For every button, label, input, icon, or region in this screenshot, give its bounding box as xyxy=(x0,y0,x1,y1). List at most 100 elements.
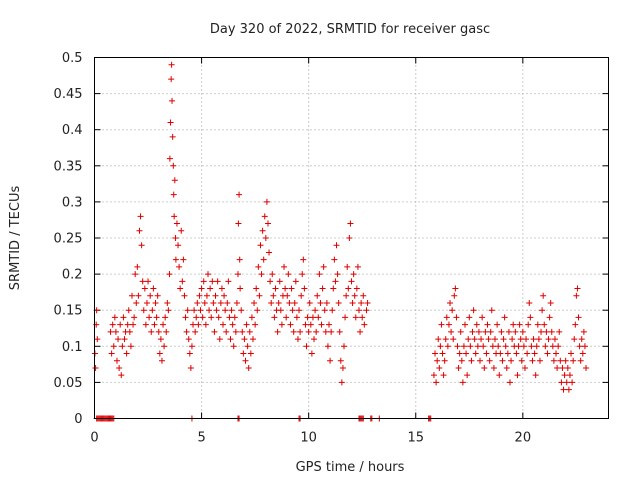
data-point xyxy=(575,314,582,321)
data-point xyxy=(500,336,507,343)
data-point xyxy=(327,357,334,364)
data-point xyxy=(491,336,498,343)
data-point xyxy=(262,235,269,241)
data-point xyxy=(278,321,285,328)
data-point xyxy=(197,307,204,314)
data-point xyxy=(583,364,590,371)
data-point xyxy=(315,314,322,321)
data-point xyxy=(140,307,147,314)
data-point xyxy=(137,213,144,220)
data-point xyxy=(187,364,194,371)
data-point xyxy=(531,350,538,357)
x-tick-labels: 0 5 10 15 20 xyxy=(90,431,531,446)
data-point xyxy=(338,379,345,386)
data-point xyxy=(169,133,176,140)
data-point xyxy=(203,292,210,299)
data-point xyxy=(473,321,480,328)
data-point xyxy=(264,220,271,227)
data-point xyxy=(341,343,348,350)
data-point xyxy=(453,314,460,321)
data-point xyxy=(296,307,303,314)
data-point xyxy=(257,242,264,249)
data-point xyxy=(246,328,253,335)
data-point xyxy=(168,61,175,68)
data-point xyxy=(291,299,298,306)
data-point xyxy=(154,292,161,299)
data-point xyxy=(457,328,464,335)
data-point xyxy=(175,242,182,249)
data-point xyxy=(478,336,485,343)
data-point xyxy=(210,299,217,306)
data-point xyxy=(117,321,124,328)
data-point xyxy=(455,364,462,371)
data-point xyxy=(355,307,362,314)
data-point xyxy=(578,336,585,343)
data-point xyxy=(444,343,451,350)
data-point xyxy=(517,336,524,343)
data-point xyxy=(549,343,556,350)
data-point xyxy=(565,386,572,393)
data-point xyxy=(123,350,130,357)
data-point xyxy=(481,364,488,371)
data-point xyxy=(468,357,475,364)
data-point xyxy=(467,343,474,350)
data-point xyxy=(213,307,220,314)
data-point xyxy=(348,278,355,285)
data-point xyxy=(286,299,293,306)
data-point xyxy=(134,263,141,270)
data-point xyxy=(198,285,205,292)
x-axis-label: GPS time / hours xyxy=(296,460,405,475)
data-point xyxy=(119,343,126,350)
data-point xyxy=(217,299,224,306)
data-point xyxy=(179,278,186,285)
data-point xyxy=(157,336,164,343)
data-point xyxy=(515,343,522,350)
data-point xyxy=(209,278,216,285)
data-point xyxy=(171,213,178,220)
data-point xyxy=(150,285,157,292)
data-point xyxy=(328,328,335,335)
y-tick-label: 0.05 xyxy=(54,376,83,391)
data-point xyxy=(269,271,276,278)
data-point xyxy=(94,336,101,343)
y-axis-label: SRMTID / TECUs xyxy=(8,186,23,291)
data-point xyxy=(329,307,336,314)
data-point xyxy=(270,292,277,299)
data-point xyxy=(439,350,446,357)
data-point xyxy=(176,263,183,270)
data-point xyxy=(161,343,168,350)
data-point xyxy=(482,328,489,335)
data-point xyxy=(332,278,339,285)
data-point xyxy=(508,357,515,364)
data-point xyxy=(125,307,132,314)
data-point xyxy=(166,155,173,162)
data-point xyxy=(432,350,439,357)
data-point xyxy=(314,292,321,299)
data-point xyxy=(447,299,454,306)
data-point xyxy=(352,314,359,321)
data-point xyxy=(557,357,564,364)
data-point xyxy=(581,343,588,350)
data-point xyxy=(524,350,531,357)
data-point xyxy=(337,357,344,364)
data-point xyxy=(284,292,291,299)
data-point xyxy=(239,328,246,335)
data-point xyxy=(351,292,358,299)
data-point xyxy=(519,328,526,335)
data-point xyxy=(194,299,201,306)
data-point xyxy=(171,177,178,184)
data-point xyxy=(339,364,346,371)
y-tick-label: 0.25 xyxy=(54,232,83,247)
data-point xyxy=(566,372,573,379)
data-point xyxy=(309,314,316,321)
data-point xyxy=(430,372,437,379)
data-point xyxy=(506,379,513,386)
data-point xyxy=(288,285,295,292)
data-point xyxy=(488,307,495,314)
data-point xyxy=(181,292,188,299)
data-point xyxy=(242,357,249,364)
data-point xyxy=(304,314,311,321)
data-point xyxy=(248,314,255,321)
data-point xyxy=(121,336,128,343)
data-point xyxy=(107,328,114,335)
